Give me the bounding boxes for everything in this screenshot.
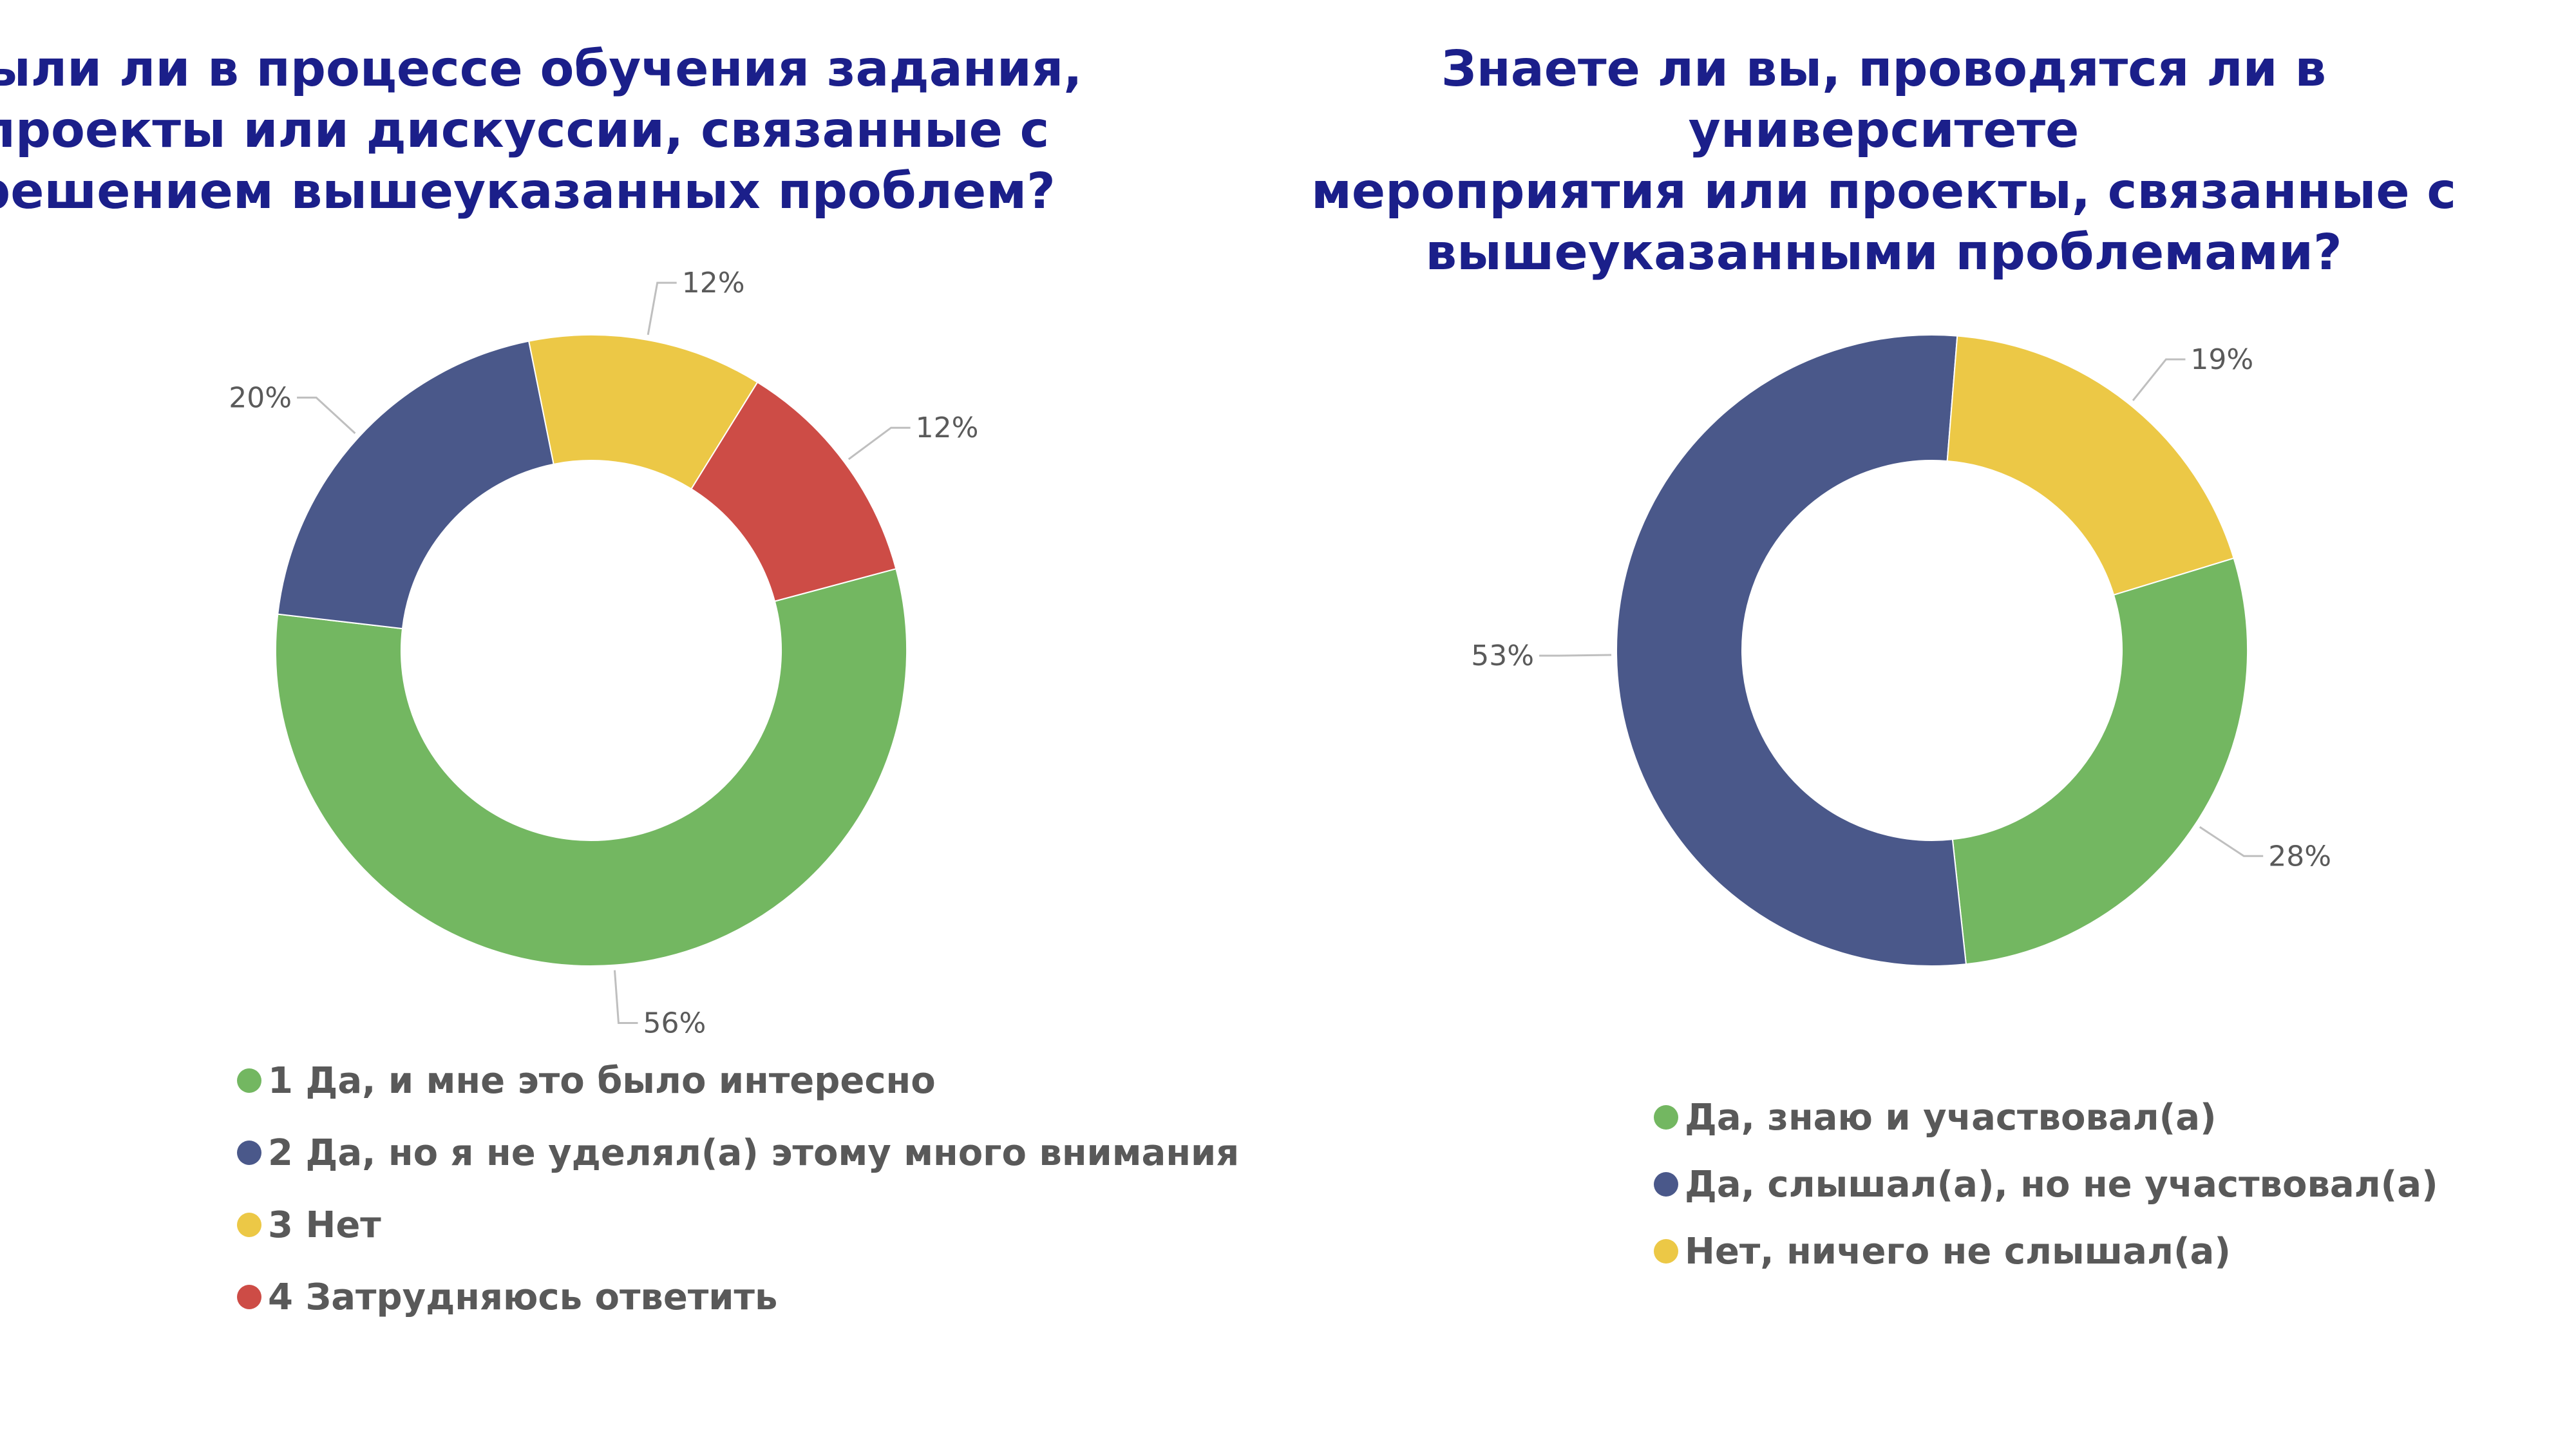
data-label: 56% [643,1007,706,1039]
legend-marker [1654,1239,1678,1264]
donut-slice[interactable] [1946,335,2235,596]
legend-item[interactable]: 4 Затрудняюсь ответить [237,1261,1239,1333]
leader-line [1539,654,1612,657]
chart-title: Были ли в процессе обучения задания, про… [0,41,1083,220]
legend-label: 4 Затрудняюсь ответить [268,1276,778,1318]
legend-label: Нет, ничего не слышал(а) [1685,1230,2231,1273]
legend-label: 3 Нет [268,1204,381,1246]
donut-slice[interactable] [690,381,897,602]
donut-slice[interactable] [1615,334,1967,967]
legend-label: Да, знаю и участвовал(а) [1685,1096,2217,1139]
data-label: 53% [1471,639,1534,672]
data-label: 20% [229,381,292,414]
data-label: 28% [2268,840,2331,873]
legend-label: 1 Да, и мне это было интересно [268,1059,936,1102]
donut-slice[interactable] [1951,557,2248,965]
legend-marker [1654,1172,1678,1197]
chart-panel-2: Знаете ли вы, проводятся ли в университе… [1288,0,2576,1449]
leader-line [297,396,356,435]
leader-line [848,426,911,460]
legend-item[interactable]: Нет, ничего не слышал(а) [1654,1218,2438,1285]
leader-line [2132,358,2186,401]
legend-item[interactable]: Да, знаю и участвовал(а) [1654,1084,2438,1151]
leader-line [2199,826,2264,857]
donut-slice[interactable] [527,334,759,490]
chart-title: Знаете ли вы, проводятся ли в университе… [1311,41,2457,281]
legend-item[interactable]: 2 Да, но я не уделял(а) этому много вним… [237,1117,1239,1189]
leader-line [647,281,677,336]
data-label: 12% [916,412,979,444]
chart-panel-1: Были ли в процессе обучения задания, про… [0,41,1239,1333]
legend-marker [237,1068,261,1093]
leader-line [613,970,638,1024]
donut-chart-2: 28% 53% 19% [1471,334,2331,967]
legend-label: 2 Да, но я не уделял(а) этому много вним… [268,1132,1240,1174]
data-label: 19% [2190,343,2253,376]
legend-marker [237,1213,261,1237]
legend-item[interactable]: Да, слышал(а), но не участвовал(а) [1654,1151,2438,1218]
legend-item[interactable]: 1 Да, и мне это было интересно [237,1045,1239,1117]
legend-label: Да, слышал(а), но не участвовал(а) [1685,1163,2438,1206]
legend: 1 Да, и мне это было интересно 2 Да, но я… [237,1045,1239,1333]
legend-marker [237,1141,261,1165]
legend: Да, знаю и участвовал(а) Да, слышал(а), н… [1654,1084,2438,1285]
donut-chart-1: 56% 20% 12% 12% [229,267,979,1039]
legend-marker [1654,1105,1678,1130]
data-label: 12% [682,267,745,299]
legend-marker [237,1285,261,1309]
donut-slice[interactable] [275,567,907,967]
donut-slice[interactable] [277,340,554,630]
legend-item[interactable]: 3 Нет [237,1189,1239,1261]
